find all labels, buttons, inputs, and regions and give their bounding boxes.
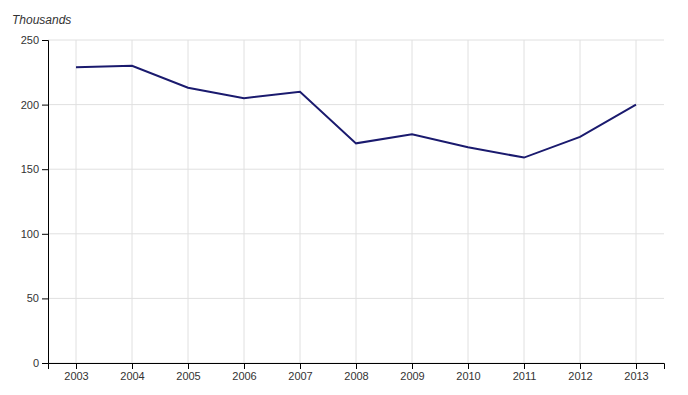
axis-line bbox=[49, 364, 665, 370]
tick-label: 2012 bbox=[568, 370, 592, 382]
grid-line bbox=[76, 40, 77, 363]
tick: 2013 bbox=[624, 363, 648, 382]
tick-label: 2005 bbox=[176, 370, 200, 382]
tick: 2008 bbox=[344, 363, 368, 382]
tick-label: 50 bbox=[27, 292, 39, 304]
tick-mark bbox=[524, 363, 525, 369]
tick-label: 2006 bbox=[232, 370, 256, 382]
tick: 2005 bbox=[176, 363, 200, 382]
line bbox=[76, 66, 636, 158]
tick: 2011 bbox=[513, 363, 537, 382]
marks bbox=[76, 66, 636, 158]
tick-label: 2004 bbox=[120, 370, 144, 382]
tick-mark bbox=[42, 169, 48, 170]
tick-mark bbox=[468, 363, 469, 369]
tick-mark bbox=[580, 363, 581, 369]
tick-label: 2003 bbox=[64, 370, 88, 382]
tick-mark bbox=[42, 363, 48, 364]
tick-label: 2011 bbox=[513, 370, 537, 382]
tick: 2004 bbox=[120, 363, 144, 382]
grid bbox=[48, 40, 664, 363]
grid-line bbox=[412, 40, 413, 363]
tick-label: 0 bbox=[33, 357, 39, 369]
tick-mark bbox=[132, 363, 133, 369]
tick-label: 100 bbox=[21, 228, 39, 240]
grid-line bbox=[132, 40, 133, 363]
grid-line bbox=[580, 40, 581, 363]
tick: 2010 bbox=[456, 363, 480, 382]
tick: 0 bbox=[33, 357, 48, 369]
tick: 250 bbox=[21, 34, 48, 46]
tick: 2006 bbox=[232, 363, 256, 382]
y-axis-label: Thousands bbox=[12, 13, 71, 27]
tick: 50 bbox=[27, 292, 48, 304]
tick-label: 2008 bbox=[344, 370, 368, 382]
tick-label: 150 bbox=[21, 163, 39, 175]
tick-mark bbox=[412, 363, 413, 369]
tick: 2003 bbox=[64, 363, 88, 382]
tick-label: 200 bbox=[21, 99, 39, 111]
tick: 2012 bbox=[568, 363, 592, 382]
tick-mark bbox=[188, 363, 189, 369]
tick-mark bbox=[76, 363, 77, 369]
tick: 2007 bbox=[288, 363, 312, 382]
tick-label: 250 bbox=[21, 34, 39, 46]
tick: 100 bbox=[21, 228, 48, 240]
tick-mark bbox=[42, 105, 48, 106]
tick-mark bbox=[42, 234, 48, 235]
tick: 2009 bbox=[400, 363, 424, 382]
tick-mark bbox=[42, 40, 48, 41]
chart: 2003 2004 2005 2006 2007 2008 2009 2010 2011 2012… bbox=[0, 0, 688, 395]
tick-mark bbox=[42, 298, 48, 299]
grid-line bbox=[524, 40, 525, 363]
tick-mark bbox=[636, 363, 637, 369]
y-axis: 0 50 100 150 200 250 bbox=[21, 34, 49, 369]
tick: 150 bbox=[21, 163, 48, 175]
tick-label: 2010 bbox=[456, 370, 480, 382]
x-axis: 2003 2004 2005 2006 2007 2008 2009 2010 2011 2012… bbox=[49, 363, 665, 382]
tick-mark bbox=[244, 363, 245, 369]
tick-mark bbox=[300, 363, 301, 369]
tick-mark bbox=[356, 363, 357, 369]
grid-line bbox=[244, 40, 245, 363]
axis-line bbox=[42, 41, 49, 364]
tick: 200 bbox=[21, 99, 48, 111]
grid-line bbox=[636, 40, 637, 363]
tick-label: 2013 bbox=[624, 370, 648, 382]
grid-line bbox=[356, 40, 357, 363]
grid-line bbox=[468, 40, 469, 363]
grid-line bbox=[300, 40, 301, 363]
tick-label: 2007 bbox=[288, 370, 312, 382]
plot-area: 2003 2004 2005 2006 2007 2008 2009 2010 2011 2012… bbox=[21, 34, 665, 382]
tick-label: 2009 bbox=[400, 370, 424, 382]
